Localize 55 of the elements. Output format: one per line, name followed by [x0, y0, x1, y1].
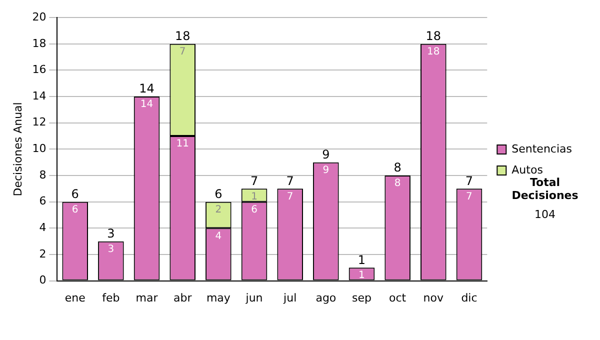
total-label: 18 — [426, 29, 442, 44]
data-label: 8 — [394, 178, 401, 190]
x-tick-label: ene — [64, 291, 86, 304]
x-tick-label: sep — [352, 291, 372, 304]
x-tick-label: abr — [173, 291, 192, 304]
x-tick-label: dic — [461, 291, 478, 304]
total-label: 8 — [394, 160, 402, 175]
total-label: 1 — [358, 252, 366, 267]
data-label: 18 — [427, 46, 440, 58]
total-label: 9 — [322, 147, 330, 162]
data-label: 1 — [251, 191, 258, 202]
data-label: 2 — [215, 204, 222, 216]
data-label: 6 — [72, 204, 78, 216]
legend-label: Sentencias — [512, 142, 572, 156]
x-tick-label: jul — [282, 291, 297, 304]
y-tick-label: 10 — [32, 142, 46, 156]
text: 104 — [534, 208, 556, 221]
data-label: 7 — [286, 191, 294, 202]
data-label: 6 — [251, 204, 258, 216]
total-label: 6 — [71, 186, 79, 201]
x-tick-label: ago — [316, 291, 336, 304]
y-tick-label: 18 — [32, 36, 46, 50]
y-tick-label: 14 — [32, 89, 46, 102]
total-label: 7 — [250, 174, 258, 188]
legend-label: Autos — [512, 163, 544, 176]
data-label: 9 — [322, 164, 330, 176]
total-label: 7 — [465, 174, 474, 188]
y-tick-label: 0 — [39, 274, 46, 287]
total-label: 18 — [174, 29, 190, 44]
data-label: 3 — [108, 244, 114, 255]
y-tick-label: 2 — [39, 247, 46, 260]
y-tick-label: 16 — [32, 63, 46, 76]
y-tick-label: 4 — [39, 221, 46, 234]
text: Total Decisiones — [510, 176, 580, 202]
data-label: 7 — [466, 191, 472, 202]
y-tick-label: 12 — [32, 116, 46, 129]
data-label: 7 — [179, 46, 186, 58]
x-tick-label: nov — [423, 291, 444, 304]
total-label: 6 — [214, 186, 222, 201]
total-label: 3 — [107, 226, 115, 240]
x-tick-label: may — [206, 291, 231, 304]
y-tick-label: 20 — [32, 10, 46, 24]
data-label: 4 — [215, 230, 222, 242]
x-tick-label: oct — [389, 291, 407, 304]
total-label: 14 — [139, 82, 154, 96]
data-label: 14 — [140, 99, 154, 110]
x-tick-label: mar — [136, 291, 158, 304]
y-tick-label: 8 — [39, 168, 46, 182]
y-tick-label: 6 — [39, 194, 46, 208]
y-axis-title: Decisiones Anual — [11, 102, 24, 196]
x-tick-label: jun — [244, 291, 263, 304]
data-label: 1 — [358, 270, 365, 282]
total-label: 7 — [286, 174, 294, 188]
x-tick-label: feb — [102, 291, 120, 304]
data-label: 11 — [176, 138, 189, 150]
